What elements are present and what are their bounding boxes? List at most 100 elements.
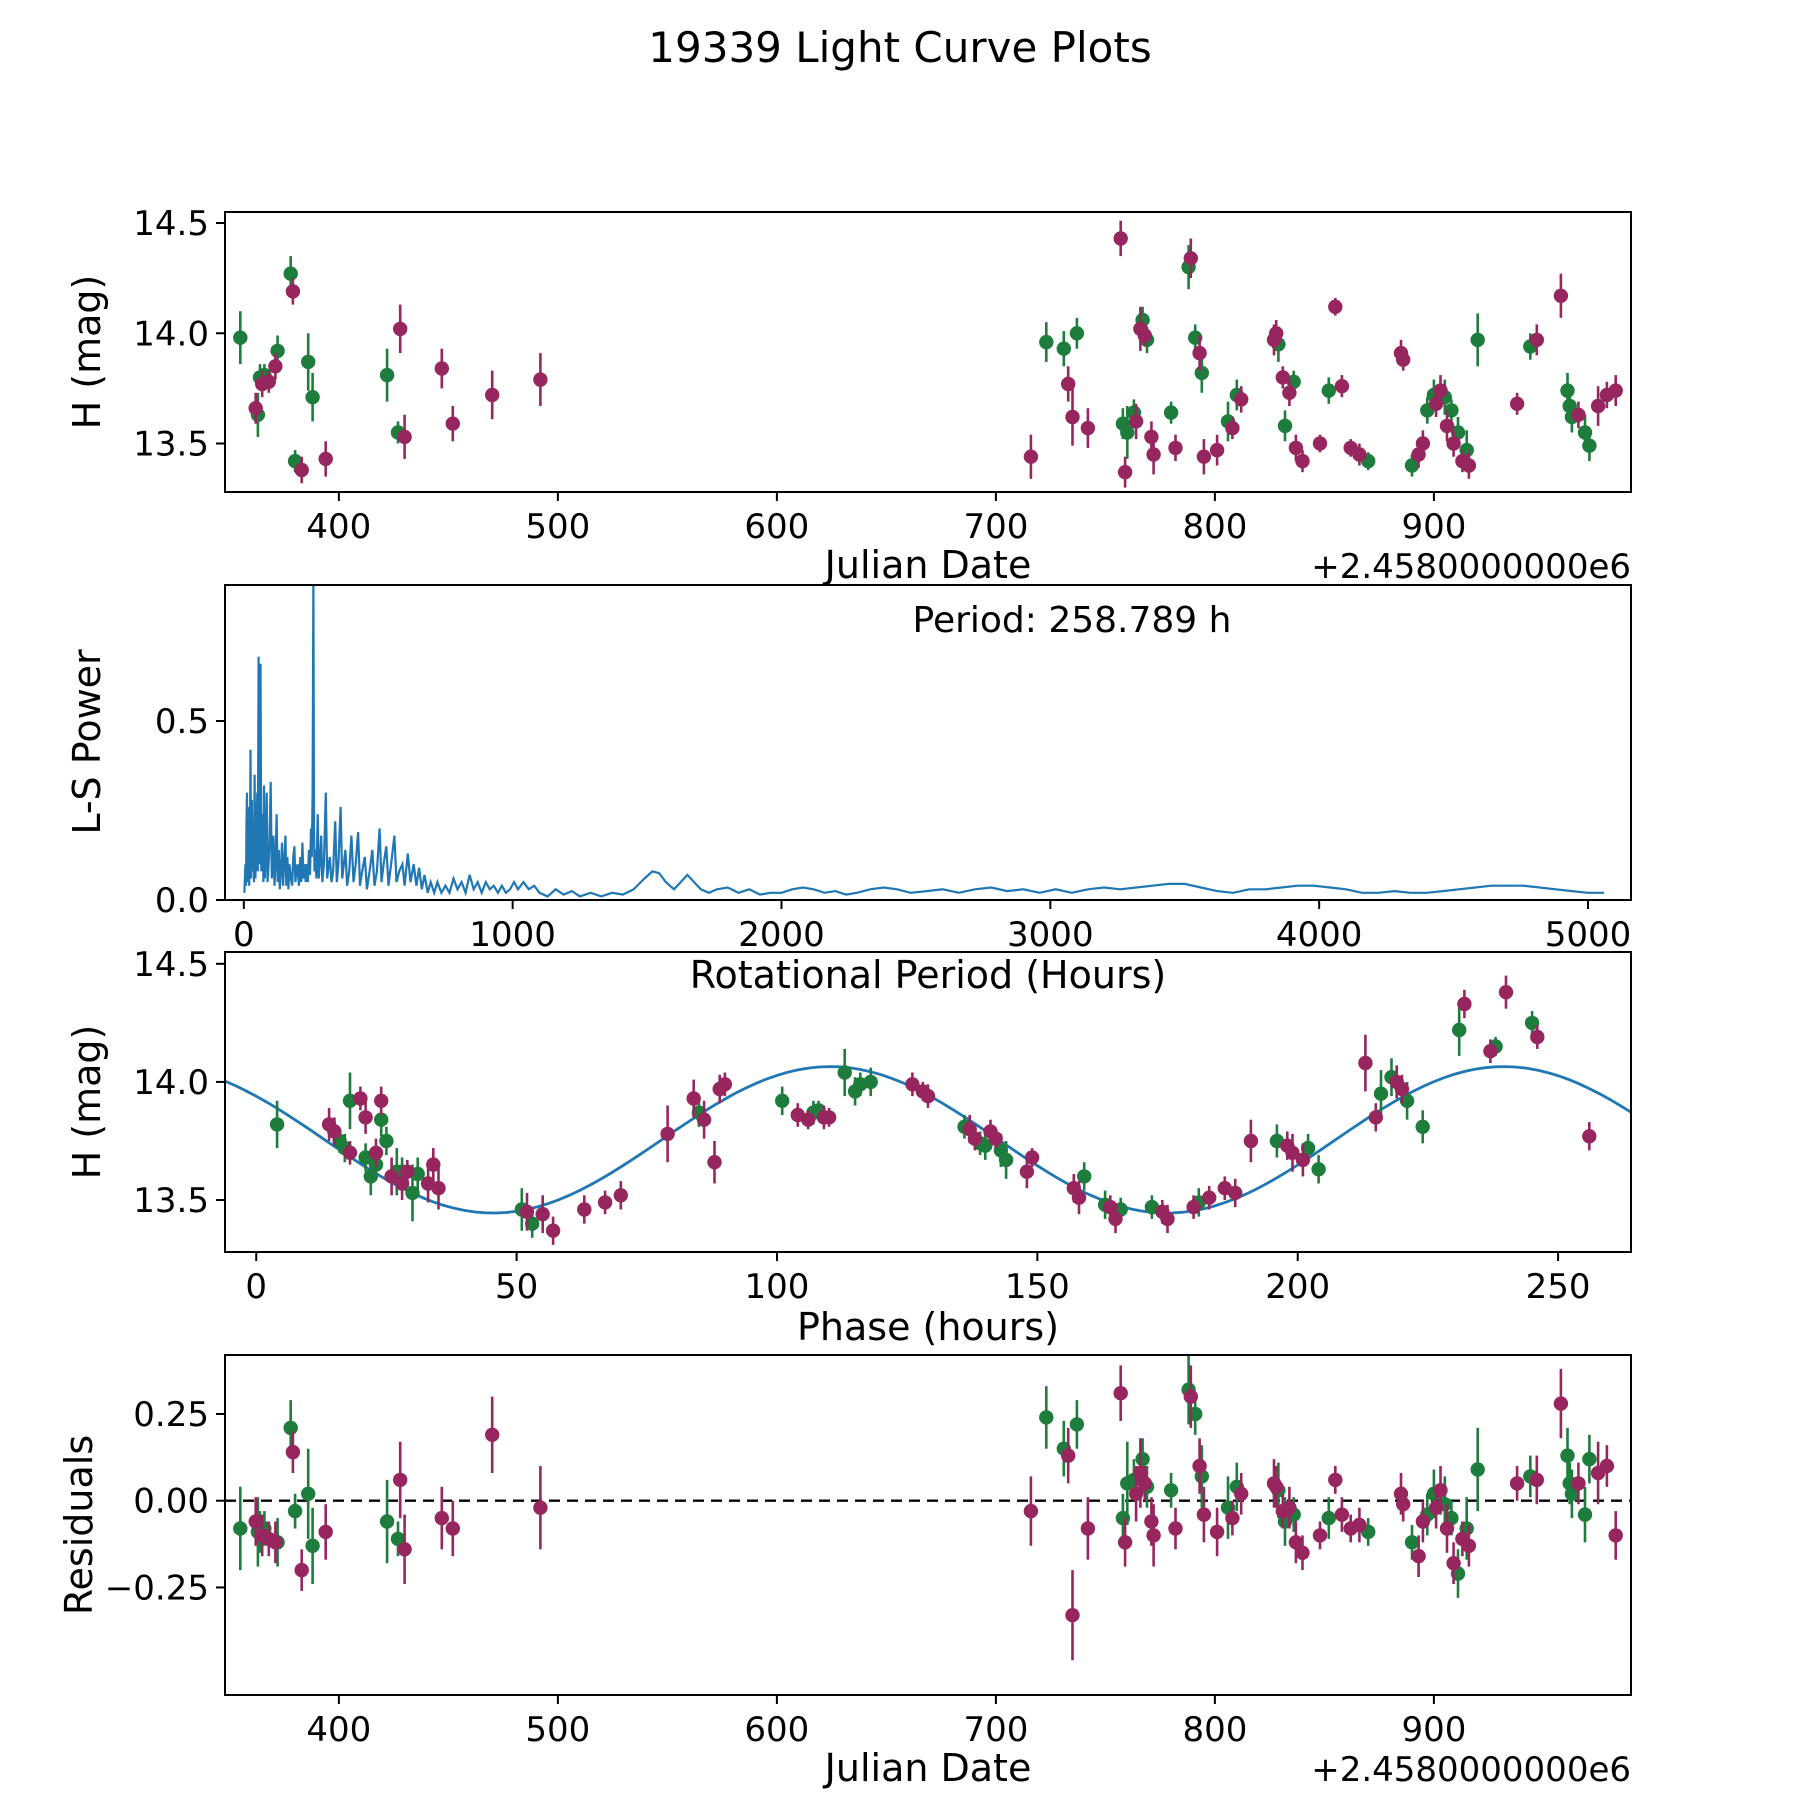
data-point (613, 1188, 628, 1203)
x-tick-label: 500 (525, 507, 590, 547)
data-point (1039, 1410, 1054, 1425)
data-point (1061, 376, 1076, 392)
x-tick-label: 5000 (1545, 915, 1632, 955)
subplot-residuals: 400 500 600 700 800 900 −0.25 0.00 0.25 (105, 1354, 1632, 1750)
data-point (233, 330, 248, 345)
data-point (545, 1223, 561, 1238)
periodogram-line (243, 585, 1605, 898)
data-point (1529, 1472, 1545, 1488)
data-point (1077, 1169, 1092, 1184)
x-tick-label: 0 (233, 915, 255, 955)
data-point (1183, 1389, 1199, 1404)
data-point (305, 1538, 320, 1554)
x-tick-label: 50 (495, 1267, 538, 1307)
x-tick-label: 150 (1005, 1267, 1070, 1307)
data-point (368, 1145, 384, 1161)
data-point (1196, 449, 1212, 464)
data-point (294, 462, 309, 478)
data-point (268, 1535, 283, 1550)
data-point (519, 1204, 535, 1220)
data-point (248, 1514, 263, 1529)
y-tick-label: 0.0 (155, 881, 209, 921)
data-point (837, 1065, 852, 1080)
data-point (233, 1521, 248, 1536)
data-point (1056, 341, 1072, 356)
data-point (287, 1503, 303, 1519)
data-point (1509, 396, 1525, 411)
data-point (353, 1091, 368, 1106)
y-tick-label: 0.25 (133, 1395, 209, 1435)
data-point (1080, 1521, 1096, 1536)
data-point (1582, 1451, 1597, 1467)
data-point (1446, 1556, 1461, 1571)
data-point (1160, 1211, 1175, 1227)
data-point (1446, 436, 1461, 451)
data-point (485, 387, 500, 403)
data-point (363, 1169, 378, 1184)
data-point (445, 416, 460, 431)
data-point (1321, 1510, 1337, 1526)
data-point (1560, 383, 1575, 398)
y-tick-label: 13.5 (133, 424, 209, 464)
data-point (318, 451, 333, 467)
data-point (1295, 453, 1310, 469)
data-point (1277, 418, 1293, 434)
series-filter-1 (233, 1355, 1597, 1598)
data-point (1439, 1521, 1455, 1536)
data-point (1433, 383, 1448, 398)
data-point (374, 1112, 389, 1127)
data-point (270, 343, 285, 359)
data-point (445, 1521, 460, 1536)
x-tick-label: 2000 (738, 915, 825, 955)
data-point (1461, 458, 1477, 473)
data-point (988, 1131, 1003, 1146)
data-point (696, 1112, 712, 1127)
data-point (1135, 1451, 1150, 1467)
y-tick-label: −0.25 (105, 1568, 209, 1608)
data-point (1415, 1514, 1431, 1529)
data-point (294, 1562, 309, 1578)
data-point (1209, 442, 1225, 458)
x-tick-label: 700 (963, 507, 1028, 547)
data-point (1582, 438, 1597, 453)
data-point (1186, 1199, 1201, 1215)
data-point (1282, 1500, 1297, 1515)
data-point (1144, 429, 1159, 445)
data-point (318, 1524, 333, 1540)
data-point (397, 1542, 412, 1557)
data-point (1202, 1190, 1217, 1205)
data-point (1312, 1528, 1328, 1543)
x-tick-label: 500 (525, 1710, 590, 1750)
data-point (1117, 1535, 1133, 1550)
data-point (1404, 1535, 1420, 1550)
data-point (1065, 409, 1080, 425)
data-point (1069, 326, 1085, 341)
data-point (1564, 1486, 1580, 1502)
plot-area (225, 1355, 1631, 1661)
x-tick-label: 200 (1265, 1267, 1330, 1307)
data-point (1225, 1510, 1240, 1526)
data-point (1498, 985, 1514, 1000)
data-point (261, 374, 276, 389)
y-tick-label: 14.5 (133, 945, 209, 985)
data-point (1144, 1514, 1159, 1529)
data-point (1300, 1140, 1316, 1156)
data-point (1415, 436, 1431, 451)
data-point (379, 1514, 395, 1529)
axes-box (224, 1354, 1632, 1696)
data-point (1071, 1190, 1087, 1205)
data-point (1128, 414, 1144, 429)
data-point (1285, 1145, 1300, 1161)
data-point (1394, 1081, 1410, 1097)
data-point (1457, 996, 1472, 1012)
data-point (1352, 447, 1367, 462)
data-point (283, 266, 298, 281)
y-tick-label: 14.0 (133, 1063, 209, 1103)
plot-area (243, 585, 1605, 898)
data-point (485, 1427, 500, 1443)
data-point (717, 1077, 733, 1092)
ax1-y-axis-label: H (mag) (65, 275, 109, 430)
data-point (1209, 1524, 1225, 1540)
data-point (269, 1117, 285, 1132)
